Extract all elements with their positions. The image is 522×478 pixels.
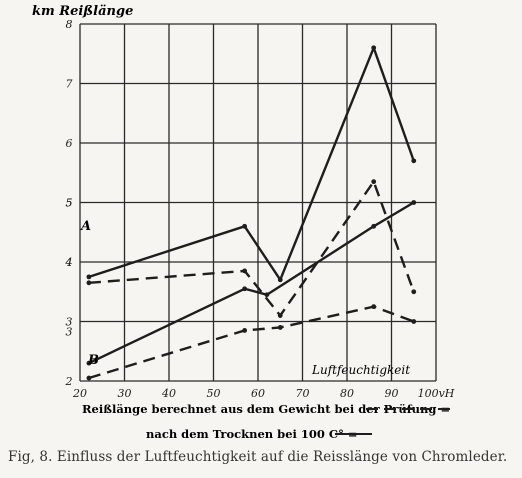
data-point — [371, 304, 377, 310]
curve-label-b: B — [87, 353, 99, 368]
data-point — [242, 328, 248, 333]
figure-caption: Fig, 8. Einfluss der Luftfeuchtigkeit au… — [8, 449, 508, 465]
legend-text-dried: nach dem Trocknen bei 100 C° = — [146, 427, 357, 440]
data-point — [86, 280, 92, 286]
curve-label-a: A — [79, 219, 91, 234]
y-tick-label: 2 — [65, 375, 73, 388]
y-tick-label: 6 — [66, 137, 73, 150]
series-line-b-solid — [88, 201, 415, 365]
data-point — [277, 313, 283, 318]
data-point — [277, 277, 283, 283]
x-tick-label: 30 — [118, 387, 132, 400]
data-point — [242, 286, 248, 292]
data-point — [264, 292, 270, 298]
y-tick-label: 3 — [66, 316, 73, 329]
data-point — [277, 325, 283, 330]
x-tick-label: 50 — [207, 387, 221, 400]
series-line-a-solid — [88, 46, 415, 282]
data-point — [86, 274, 92, 280]
y-tick-label: 3 — [66, 326, 73, 339]
x-tick-label: 20 — [72, 387, 87, 400]
series — [86, 45, 417, 381]
y-tick-label: 7 — [66, 78, 73, 91]
data-point — [371, 45, 377, 51]
grid — [79, 23, 437, 382]
y-tick-label: 4 — [65, 256, 73, 269]
x-axis-label: Luftfeuchtigkeit — [311, 363, 410, 377]
data-point — [242, 223, 248, 229]
data-point — [411, 319, 417, 324]
x-tick-label: 90 — [385, 387, 399, 400]
data-point — [86, 360, 92, 366]
x-tick-label: 100vH — [418, 387, 455, 400]
data-point — [411, 200, 417, 205]
data-point — [86, 375, 92, 381]
legend: Reißlänge berechnet aus dem Gewicht bei … — [82, 402, 455, 441]
y-tick-label: 4 — [65, 256, 73, 269]
legend-text-measured: Reißlänge berechnet aus dem Gewicht bei … — [82, 402, 450, 416]
y-tick-label: 8 — [66, 18, 73, 31]
x-tick-label: 80 — [340, 387, 354, 400]
data-point — [371, 223, 377, 229]
data-point — [411, 289, 417, 295]
x-tick-label: 60 — [251, 387, 265, 400]
y-tick-label: 5 — [66, 197, 73, 210]
data-point — [242, 268, 248, 274]
data-point — [411, 158, 417, 164]
x-tick-label: 70 — [296, 387, 310, 400]
series-line-a-dashed — [88, 180, 415, 317]
x-tick-label: 40 — [161, 387, 176, 400]
y-tick-label: 5 — [66, 197, 73, 210]
data-point — [371, 179, 377, 185]
y-axis-label: km Reißlänge — [32, 4, 133, 19]
